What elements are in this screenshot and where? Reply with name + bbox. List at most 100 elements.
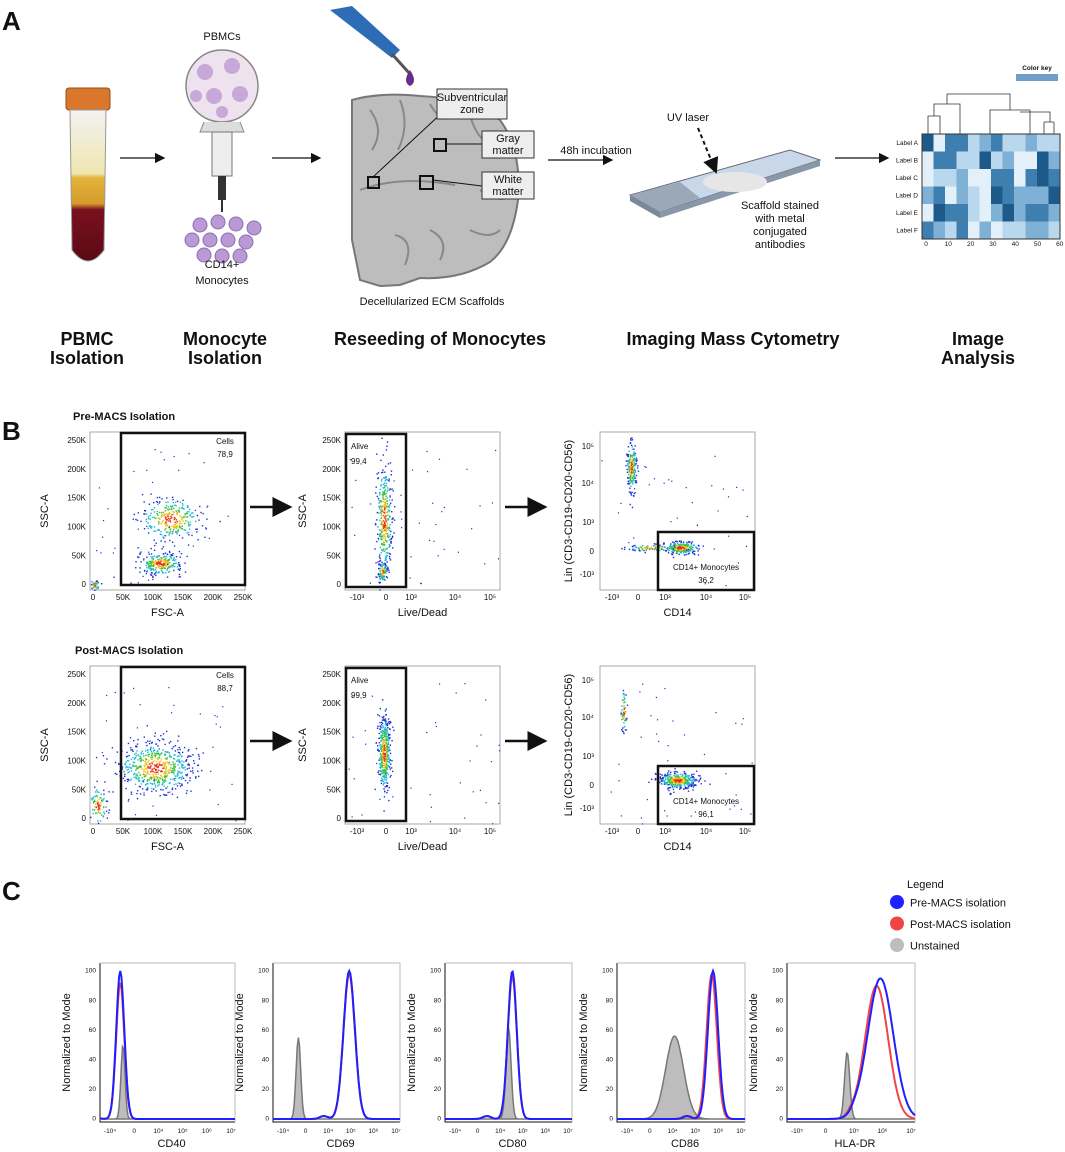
event-dot [177, 509, 180, 512]
event-dot [138, 771, 140, 774]
event-dot [162, 733, 165, 735]
event-dot [140, 561, 142, 563]
event-dot [97, 804, 100, 807]
x-tick-label: 100K [144, 593, 163, 602]
event-dot [383, 767, 385, 769]
event-dot [159, 777, 161, 779]
event-dot [164, 779, 167, 781]
event-dot [167, 515, 169, 518]
histogram-curve [445, 969, 572, 1120]
event-dot [154, 735, 156, 737]
heat-cell [1025, 169, 1038, 187]
event-dot [196, 528, 198, 530]
event-dot [158, 529, 160, 531]
x-axis-label: CD80 [498, 1138, 526, 1150]
event-dot [624, 707, 627, 709]
event-dot [386, 527, 389, 530]
event-dot [141, 788, 144, 790]
event-dot [492, 823, 494, 825]
event-dot [684, 776, 686, 779]
event-dot [164, 777, 166, 779]
event-dot [178, 573, 181, 576]
event-dot [149, 525, 151, 527]
event-dot [680, 541, 683, 544]
event-dot [624, 712, 626, 714]
event-dot [164, 518, 167, 520]
event-dot [137, 547, 139, 549]
event-dot [384, 569, 386, 572]
event-dot [187, 544, 190, 546]
event-dot [386, 561, 388, 563]
event-dot [142, 559, 145, 561]
y-tick-label: 20 [89, 1086, 97, 1093]
event-dot [386, 547, 388, 550]
y-tick-label: 200K [67, 699, 86, 708]
event-dot [147, 766, 150, 769]
event-dot [106, 817, 109, 819]
event-dot [379, 530, 382, 532]
event-dot [633, 451, 635, 453]
event-dot [385, 769, 387, 772]
event-dot [628, 548, 631, 551]
event-dot [187, 755, 190, 757]
event-dot [147, 563, 149, 565]
event-dot [384, 770, 386, 773]
event-dot [156, 562, 158, 564]
event-dot [455, 692, 457, 694]
event-dot [377, 771, 379, 774]
event-dot [181, 760, 183, 762]
event-dot [167, 526, 170, 528]
event-dot [382, 576, 385, 579]
event-dot [158, 571, 160, 573]
event-dot [401, 518, 403, 520]
event-dot [151, 761, 153, 763]
y-axis-label: Normalized to Mode [61, 993, 73, 1091]
event-dot [384, 718, 387, 720]
event-dot [174, 775, 176, 777]
event-dot [680, 540, 682, 542]
event-dot [387, 750, 390, 752]
event-dot [692, 550, 695, 553]
event-dot [382, 725, 384, 727]
event-dot [384, 755, 387, 758]
event-dot [384, 791, 386, 793]
event-dot [382, 469, 384, 471]
event-dot [659, 781, 661, 784]
event-dot [377, 573, 380, 576]
event-dot [159, 562, 161, 564]
event-dot [96, 802, 99, 805]
event-dot [164, 762, 167, 764]
event-dot [643, 547, 645, 549]
y-tick-label: 100 [430, 968, 441, 975]
event-dot [383, 769, 385, 771]
event-dot [683, 548, 686, 550]
event-dot [186, 532, 188, 534]
y-tick-label: 100 [85, 968, 96, 975]
event-dot [384, 763, 386, 765]
event-dot [742, 718, 744, 720]
event-dot [158, 502, 160, 504]
event-dot [189, 521, 192, 523]
event-dot [690, 815, 692, 817]
label: White [494, 174, 522, 186]
event-dot [170, 515, 172, 518]
heat-cell [1048, 134, 1061, 152]
event-dot [673, 779, 676, 781]
plot-frame [99, 963, 235, 1123]
event-dot [684, 774, 687, 776]
event-dot [137, 528, 139, 530]
event-dot [187, 521, 189, 523]
event-dot [157, 766, 159, 768]
event-dot [390, 763, 392, 765]
event-dot [401, 527, 403, 529]
event-dot [695, 546, 697, 549]
event-dot [161, 738, 164, 740]
event-dot [155, 754, 157, 757]
event-dot [161, 514, 164, 516]
event-dot [378, 534, 381, 537]
event-dot [171, 768, 174, 770]
heat-cell [922, 204, 934, 222]
event-dot [133, 776, 135, 779]
event-dot [618, 780, 620, 782]
event-dot [156, 768, 158, 771]
